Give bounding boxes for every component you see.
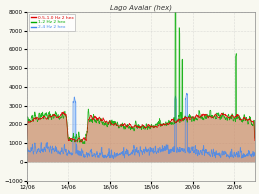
Legend: 0.5-1.0 Hz 2 hex, 1-2 Hz 2 hex, 2-4 Hz 2 hex: 0.5-1.0 Hz 2 hex, 1-2 Hz 2 hex, 2-4 Hz 2… [29,14,75,30]
Title: Lago Avalar (hex): Lago Avalar (hex) [110,4,172,11]
